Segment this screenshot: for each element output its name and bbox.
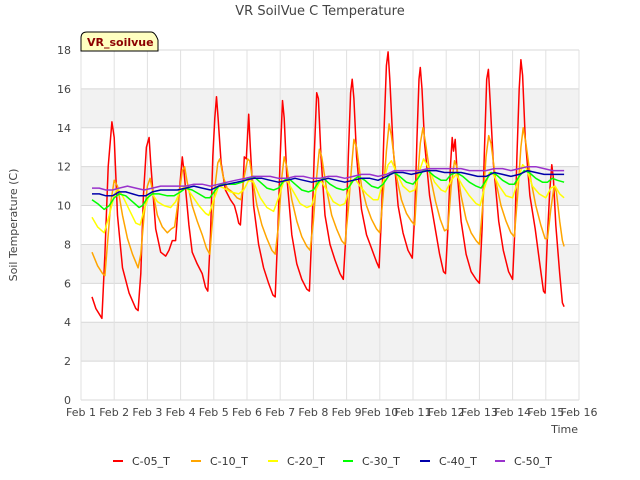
x-tick-label: Feb 11 xyxy=(395,406,432,419)
grid-band xyxy=(81,322,579,362)
legend: C-05_T C-10_T C-20_T C-30_T C-40_T C-50_T xyxy=(113,455,552,468)
legend-item: C-05_T xyxy=(113,455,170,468)
series-line-c-20-t xyxy=(91,158,565,234)
annotation-label: VR_soilvue xyxy=(87,36,154,49)
x-tick-label: Feb 3 xyxy=(132,406,162,419)
y-tick-label: 2 xyxy=(64,355,71,368)
x-tick-label: Feb 13 xyxy=(461,406,498,419)
y-tick-label: 14 xyxy=(57,122,71,135)
x-tick-label: Feb 7 xyxy=(265,406,295,419)
legend-item: C-30_T xyxy=(343,455,400,468)
x-tick-label: Feb 14 xyxy=(494,406,531,419)
chart-title: VR SoilVue C Temperature xyxy=(235,4,404,19)
y-axis-label: Soil Temperature (C) xyxy=(7,169,20,282)
series-line-c-40-t xyxy=(92,169,565,197)
x-tick-label: Feb 4 xyxy=(166,406,196,419)
x-axis-label: Time xyxy=(550,423,578,436)
x-tick-label: Feb 2 xyxy=(99,406,129,419)
y-tick-label: 10 xyxy=(57,200,71,213)
legend-label: C-40_T xyxy=(439,455,477,468)
y-tick-label: 8 xyxy=(64,238,71,251)
series-line-c-05-t xyxy=(91,51,565,320)
legend-item: C-40_T xyxy=(420,455,477,468)
legend-item: C-10_T xyxy=(191,455,248,468)
series-line-c-10-t xyxy=(91,123,565,277)
legend-item: C-50_T xyxy=(495,455,552,468)
x-tick-label: Feb 6 xyxy=(232,406,262,419)
annotation-box: VR_soilvue xyxy=(80,31,159,52)
y-tick-label: 16 xyxy=(57,83,71,96)
x-tick-label: Feb 15 xyxy=(527,406,564,419)
legend-label: C-05_T xyxy=(132,455,170,468)
y-tick-label: 12 xyxy=(57,161,71,174)
legend-item: C-20_T xyxy=(268,455,325,468)
x-tick-label: Feb 16 xyxy=(561,406,598,419)
x-tick-labels: Feb 1 Feb 2 Feb 3 Feb 4 Feb 5 Feb 6 Feb 7 Feb 8… xyxy=(66,406,597,419)
legend-label: C-20_T xyxy=(287,455,325,468)
grid-lines xyxy=(80,49,580,401)
y-tick-label: 18 xyxy=(57,44,71,57)
series-line-c-50-t xyxy=(92,165,565,191)
x-tick-label: Feb 5 xyxy=(199,406,229,419)
legend-label: C-30_T xyxy=(362,455,400,468)
grid-band xyxy=(81,88,579,128)
y-tick-label: 6 xyxy=(64,277,71,290)
y-tick-label: 0 xyxy=(64,394,71,407)
y-tick-label: 4 xyxy=(64,316,71,329)
legend-label: C-50_T xyxy=(514,455,552,468)
legend-label: C-10_T xyxy=(210,455,248,468)
x-tick-label: Feb 9 xyxy=(332,406,362,419)
x-tick-label: Feb 1 xyxy=(66,406,96,419)
series-lines xyxy=(91,51,565,320)
y-tick-labels: 0 2 4 6 8 10 12 14 16 18 xyxy=(57,44,71,407)
x-tick-label: Feb 12 xyxy=(428,406,465,419)
x-tick-label: Feb 10 xyxy=(361,406,398,419)
x-tick-label: Feb 8 xyxy=(298,406,328,419)
series-line-c-30-t xyxy=(91,169,565,211)
grid-band xyxy=(81,244,579,284)
